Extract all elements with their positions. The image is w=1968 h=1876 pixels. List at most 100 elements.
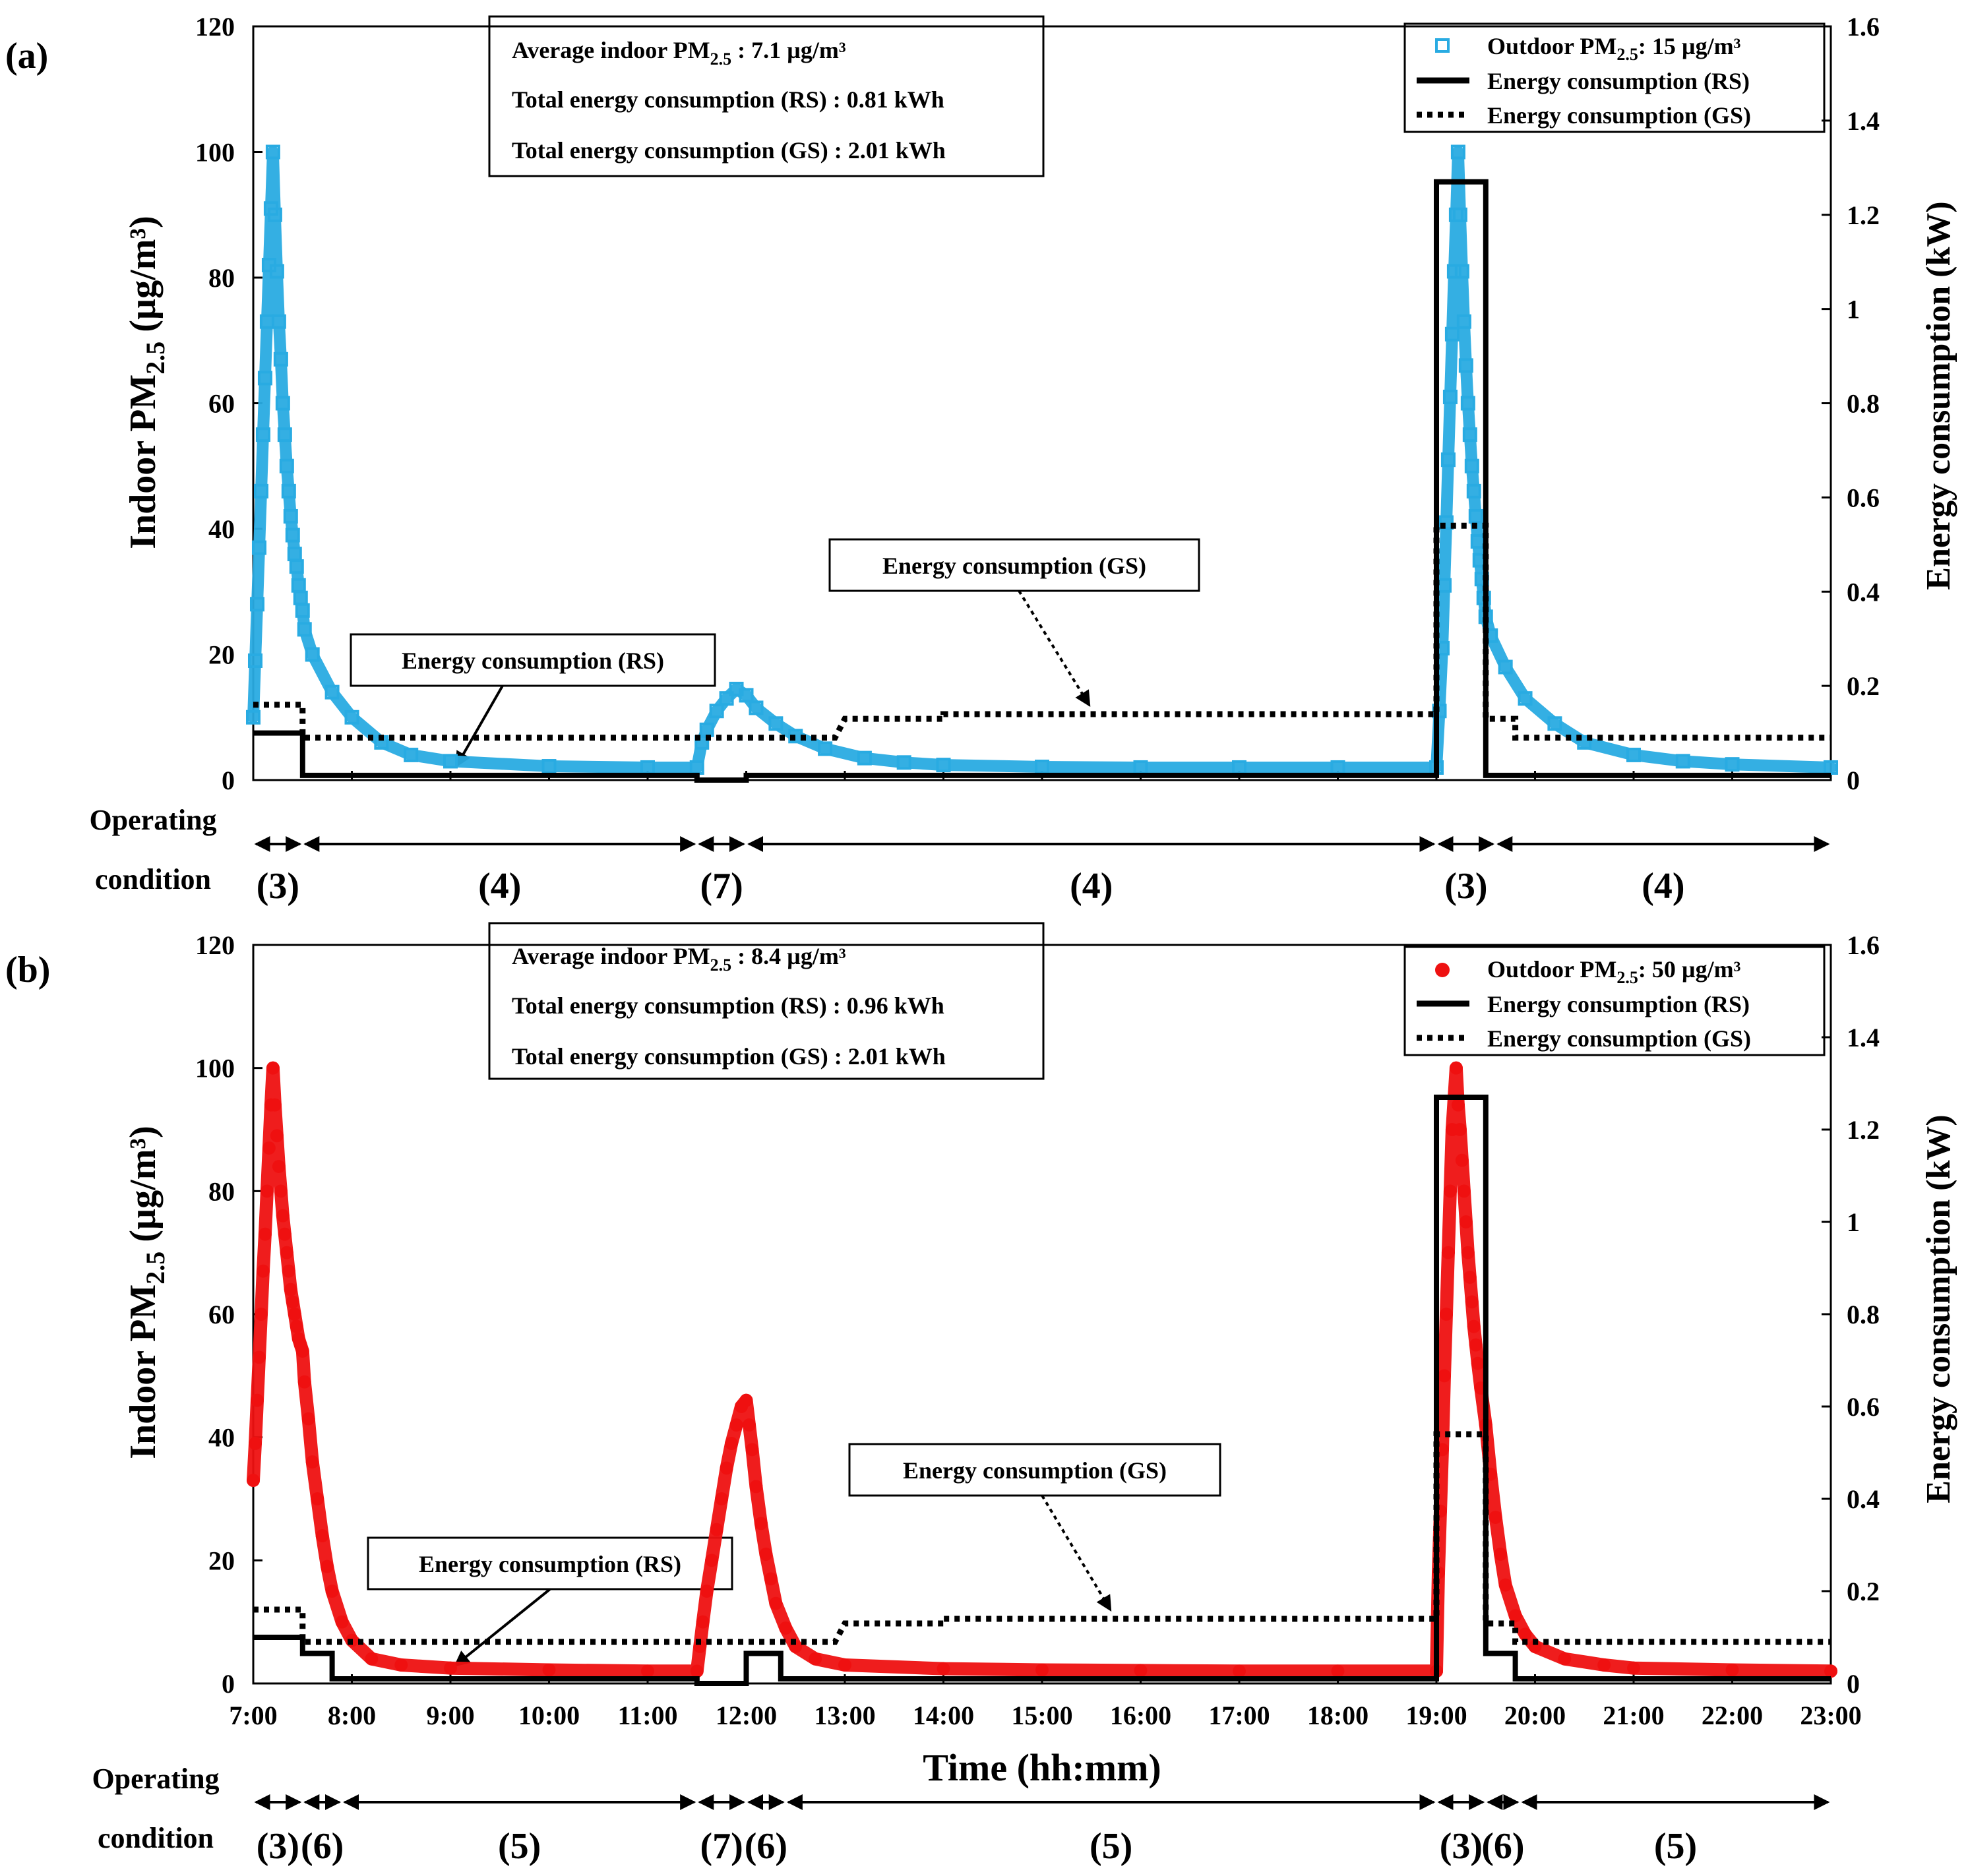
panel-b-legend-outdoor-suffix: : 50 µg/m³ — [1638, 956, 1741, 983]
panel-b-pm-trace — [247, 1061, 1837, 1678]
panel-b-y-right-tick-label: 0.2 — [1847, 1577, 1880, 1606]
panel-b-y-left-tick-label: 20 — [208, 1546, 235, 1575]
panel-b-annotation-rs: Energy consumption (RS) — [367, 1536, 733, 1667]
panel-b-y-right-tick-label: 1.2 — [1847, 1115, 1880, 1145]
panel-a-legend-marker-outdoor — [1435, 38, 1450, 53]
svg-text:Indoor PM2.5 (µg/m³): Indoor PM2.5 (µg/m³) — [123, 1126, 170, 1459]
svg-text:Outdoor PM2.5: 50 µg/m³: Outdoor PM2.5: 50 µg/m³ — [1487, 956, 1741, 987]
x-tick-label: 20:00 — [1504, 1701, 1566, 1730]
panel-a-y-right-tick-label: 0.6 — [1847, 483, 1880, 512]
panel-b-y-right-tick-label: 1 — [1847, 1207, 1860, 1237]
panel-b-y-left-tick-label: 0 — [222, 1669, 235, 1699]
x-axis-title: Time (hh:mm) — [923, 1746, 1161, 1789]
panel-b-info-line1: Average indoor PM — [512, 943, 710, 969]
panel-b-condition-label: (3) — [1440, 1826, 1483, 1867]
chart-plots: 02040608010012000.20.40.60.811.21.41.6(3… — [195, 12, 1880, 1867]
panel-a-y-left-tick-label: 80 — [208, 263, 235, 293]
panel-a-info-line2: Total energy consumption (RS) : 0.81 kWh — [512, 86, 944, 113]
x-tick-label: 16:00 — [1110, 1701, 1171, 1730]
panel-b-info-line2: Total energy consumption (RS) : 0.96 kWh — [512, 992, 944, 1019]
panel-b-condition-label: (5) — [1090, 1826, 1132, 1867]
panel-a-annotation-rs-text: Energy consumption (RS) — [402, 648, 664, 674]
panel-b-annotation-rs-text: Energy consumption (RS) — [419, 1551, 681, 1577]
panel-b-y-right-tick-label: 0.4 — [1847, 1484, 1880, 1514]
panel-a-condition-label: (3) — [257, 866, 299, 907]
panel-a-ylabel-unit: (µg/m³) — [123, 216, 164, 342]
panel-b-series-indoor-pm — [247, 1061, 1837, 1678]
panel-b-info-line1-suffix: : 8.4 µg/m³ — [731, 943, 846, 969]
x-tick-label: 12:00 — [716, 1701, 777, 1730]
panel-a-series-energy-rs — [253, 179, 1831, 783]
panel-a-y-left-tick-label: 20 — [208, 640, 235, 670]
panel-a-y-left-tick-label: 100 — [195, 138, 235, 167]
panel-b-annotation-gs: Energy consumption (GS) — [848, 1443, 1221, 1612]
panel-a-annotation-gs-text: Energy consumption (GS) — [882, 553, 1146, 579]
panel-a-y-left-tick-label: 40 — [208, 514, 235, 544]
svg-text:Average indoor PM2.5 : 8.4 µg/: Average indoor PM2.5 : 8.4 µg/m³ — [512, 943, 846, 975]
panel-a-y-right-tick-label: 0 — [1847, 766, 1860, 795]
x-tick-label: 9:00 — [426, 1701, 474, 1730]
panel-b-y-right-label: Energy consumption (kW) — [1920, 1114, 1957, 1503]
x-tick-label: 14:00 — [913, 1701, 974, 1730]
panel-b-y-right-tick-label: 0.6 — [1847, 1392, 1880, 1422]
panel-b-legend: Outdoor PM2.5: 50 µg/m³ Energy consumpti… — [1403, 946, 1826, 1056]
panel-a-y-left-tick-label: 60 — [208, 389, 235, 419]
panel-b-condition-label: (6) — [1481, 1826, 1524, 1867]
panel-a-series-indoor-pm — [246, 144, 1838, 775]
panel-a-condition-label: (4) — [478, 866, 521, 907]
x-tick-label: 22:00 — [1702, 1701, 1763, 1730]
panel-a-legend-outdoor-sub: 2.5 — [1616, 45, 1638, 64]
x-tick-label: 23:00 — [1800, 1701, 1861, 1730]
panel-b-legend-outdoor: Outdoor PM — [1487, 956, 1616, 983]
panel-a-annotation-gs: Energy consumption (GS) — [828, 538, 1200, 708]
panel-b-condition-label: (3) — [257, 1826, 299, 1867]
panel-b-y-left-tick-label: 80 — [208, 1176, 235, 1206]
panel-a-y-right-tick-label: 0.4 — [1847, 577, 1880, 607]
panel-b-plot: 0 20 40 60 80 100 120 0 0.2 0.4 0.6 0.8 1 1.2 1.4 1.6 7:… — [195, 930, 1880, 1867]
panel-b-series-energy-gs — [253, 1431, 1831, 1645]
panel-a-ylabel-sub: 2.5 — [140, 342, 170, 375]
panel-a-letter: (a) — [5, 36, 48, 76]
panel-a-y-right-tick-label: 1 — [1847, 295, 1860, 324]
svg-text:Average indoor PM2.5 : 7.1 µg/: Average indoor PM2.5 : 7.1 µg/m³ — [512, 37, 846, 69]
panel-b-condition-label: (7) — [700, 1826, 743, 1867]
x-tick-label: 11:00 — [617, 1701, 677, 1730]
panel-b-legend-gs: Energy consumption (GS) — [1487, 1025, 1751, 1052]
x-tick-label: 15:00 — [1011, 1701, 1072, 1730]
x-tick-label: 17:00 — [1208, 1701, 1270, 1730]
panel-a-legend-gs: Energy consumption (GS) — [1487, 102, 1751, 129]
panel-a-condition-label: (4) — [1642, 866, 1684, 907]
panel-b-y-left-tick-label: 40 — [208, 1423, 235, 1453]
panel-a-ylabel-right: Energy consumption (kW) — [1920, 201, 1957, 590]
panel-a-info-line1: Average indoor PM — [512, 37, 710, 63]
panel-a-y-right-tick-label: 0.8 — [1847, 389, 1880, 419]
panel-a-operating-label-1: Operating — [89, 804, 216, 836]
panel-b-ylabel-unit: (µg/m³) — [123, 1126, 164, 1252]
panel-a-y-right-label: Energy consumption (kW) — [1920, 201, 1957, 590]
panel-a-plot: 0 20 40 60 80 100 120 0 0.2 0.4 0.6 0.8 1 1.2 1.4 1.6 (3… — [195, 12, 1880, 907]
panel-a-operating-label-2: condition — [95, 863, 211, 895]
panel-a-info-box: Average indoor PM2.5 : 7.1 µg/m³ Total e… — [488, 15, 1045, 177]
panel-b-series-energy-rs — [253, 1095, 1831, 1686]
x-tick-label: 21:00 — [1603, 1701, 1664, 1730]
panel-a-legend-rs: Energy consumption (RS) — [1487, 68, 1750, 94]
panel-b-y-right-tick-label: 0.8 — [1847, 1300, 1880, 1329]
panel-b-legend-marker-outdoor — [1435, 963, 1450, 977]
panel-b-operating-label-2: condition — [98, 1822, 214, 1854]
panel-a-legend-outdoor-suffix: : 15 µg/m³ — [1638, 33, 1741, 59]
panel-a-info-line1-suffix: : 7.1 µg/m³ — [731, 37, 846, 63]
panel-b-legend-outdoor-sub: 2.5 — [1616, 968, 1638, 987]
panel-a-y-left-tick-label: 0 — [222, 766, 235, 795]
panel-a-legend-outdoor: Outdoor PM — [1487, 33, 1616, 59]
panel-b-ylabel-text: Indoor PM — [123, 1285, 164, 1459]
panel-b-y-right-tick-label: 1.4 — [1847, 1023, 1880, 1052]
panel-b-annotation-gs-text: Energy consumption (GS) — [903, 1457, 1167, 1484]
panel-b-y-left-tick-label: 100 — [195, 1054, 235, 1083]
panel-a-ylabel-text: Indoor PM — [123, 375, 164, 549]
panel-a-y-left-tick-label: 120 — [195, 12, 235, 42]
panel-a-condition-label: (7) — [700, 866, 743, 907]
panel-a-y-right-tick-label: 1.4 — [1847, 106, 1880, 136]
panel-b-letter: (b) — [5, 950, 50, 990]
panel-a-y-right-tick-label: 1.2 — [1847, 200, 1880, 230]
